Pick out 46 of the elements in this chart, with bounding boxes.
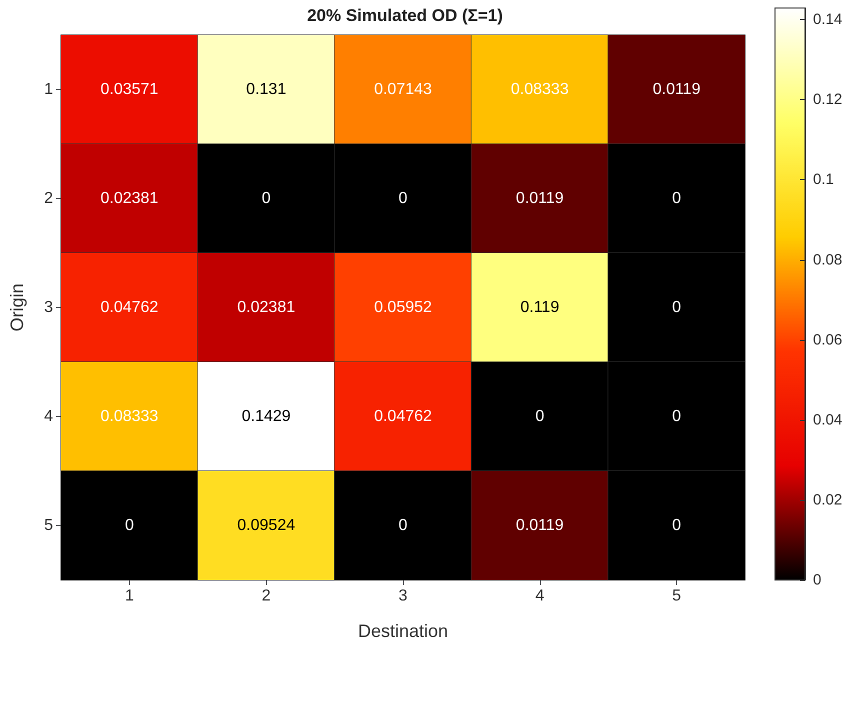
color-bar-label: 0 (813, 572, 822, 588)
color-bar-label: 0.04 (813, 411, 842, 428)
color-bar-label: 0.06 (813, 331, 842, 348)
y-tick-label: 2 (44, 190, 54, 207)
data-label: 0.0119 (516, 190, 564, 207)
x-tick-label: 1 (124, 588, 134, 604)
data-label: 0 (398, 190, 408, 207)
data-label: 0.02381 (100, 190, 158, 207)
data-label: 0 (672, 190, 682, 207)
data-label: 0.119 (520, 299, 560, 316)
data-label: 0.05952 (374, 299, 432, 316)
data-label: 0.08333 (510, 81, 569, 98)
data-label: 0.09524 (237, 517, 296, 534)
data-label: 0 (398, 517, 408, 534)
color-bar-label: 0.1 (813, 171, 834, 188)
color-bar-label: 0.02 (813, 491, 842, 508)
x-tick-label: 5 (672, 588, 682, 604)
y-axis-title: Origin (7, 283, 27, 332)
x-axis-title: Destination (358, 621, 448, 641)
data-label: 0.02381 (237, 299, 296, 316)
data-label: 0 (672, 408, 682, 425)
data-label: 0 (262, 190, 271, 207)
data-label: 0 (672, 299, 682, 316)
data-label: 0.04762 (374, 408, 432, 425)
data-label: 0 (124, 517, 134, 534)
data-label: 0.04762 (100, 299, 158, 316)
x-tick-label: 4 (535, 588, 544, 604)
x-tick-label: 3 (398, 588, 408, 604)
data-label: 0.1429 (242, 408, 291, 425)
data-label: 0 (535, 408, 544, 425)
data-label: 0 (672, 517, 682, 534)
y-tick-label: 1 (44, 81, 54, 98)
x-tick-label: 2 (262, 588, 271, 604)
color-bar-label: 0.08 (813, 251, 842, 268)
data-label: 0.07143 (374, 81, 432, 98)
color-bar-label: 0.12 (813, 91, 842, 108)
chart-title: 20% Simulated OD (Σ=1) (307, 6, 503, 25)
color-bar-label: 0.14 (813, 11, 842, 28)
data-label: 0.08333 (100, 408, 158, 425)
y-tick-label: 4 (44, 408, 54, 425)
data-label: 0.0119 (516, 517, 564, 534)
y-tick-label: 5 (44, 517, 54, 534)
data-label: 0.03571 (100, 81, 158, 98)
data-label: 0.0119 (652, 81, 701, 98)
y-tick-label: 3 (44, 299, 54, 316)
data-label: 0.131 (246, 81, 286, 98)
